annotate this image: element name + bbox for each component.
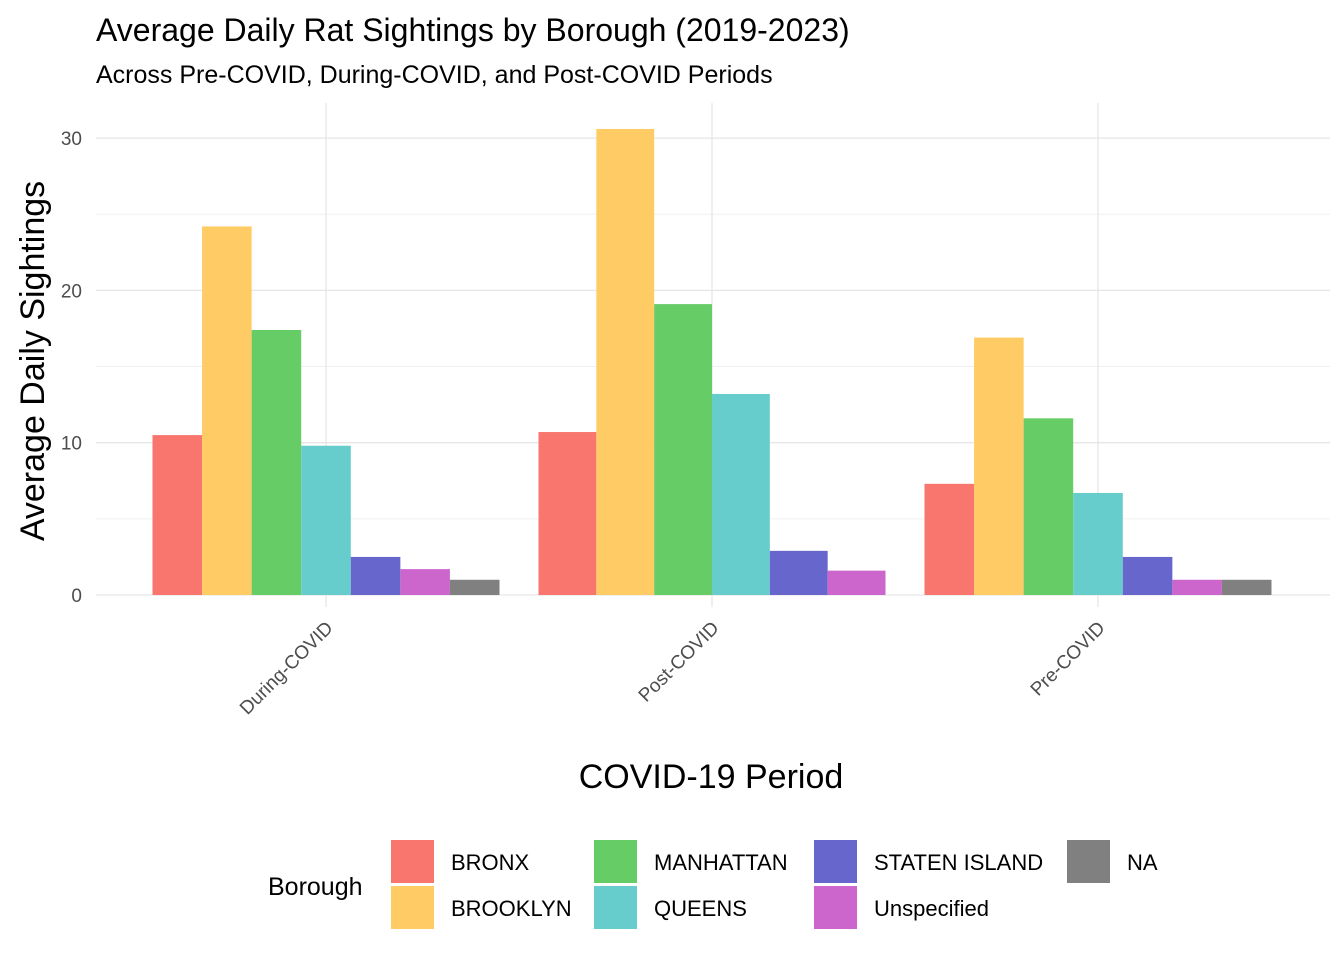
chart-subtitle: Across Pre-COVID, During-COVID, and Post…	[96, 61, 773, 89]
y-tick-label: 20	[61, 281, 82, 302]
legend-label-queens: QUEENS	[654, 896, 747, 921]
bar-post-covid-queens	[712, 393, 770, 595]
bar-during-covid-queens	[301, 445, 351, 595]
legend-label-manhattan: MANHATTAN	[654, 850, 788, 875]
bar-pre-covid-na	[1221, 579, 1272, 595]
bar-post-covid-bronx	[538, 432, 597, 595]
y-axis-ticks: 0 10 20 30	[61, 129, 82, 607]
bar-post-covid-manhattan	[654, 304, 712, 595]
legend-label-staten-island: STATEN ISLAND	[874, 850, 1043, 875]
legend-key-queens	[594, 886, 637, 929]
x-axis-title: COVID-19 Period	[579, 758, 844, 796]
bar-during-covid-bronx	[152, 435, 203, 595]
legend-key-bronx	[391, 840, 434, 883]
legend-title: Borough	[268, 873, 363, 901]
bars	[152, 128, 1272, 595]
bar-post-covid-staten-island	[769, 550, 828, 595]
bar-pre-covid-manhattan	[1023, 418, 1074, 595]
bar-during-covid-staten-island	[350, 556, 401, 595]
legend-label-unspecified: Unspecified	[874, 896, 989, 921]
legend-key-staten-island	[814, 840, 857, 883]
bar-during-covid-manhattan	[251, 329, 302, 595]
bar-during-covid-unspecified	[400, 569, 450, 595]
x-tick-label: Post-COVID	[635, 618, 724, 707]
legend-key-brooklyn	[391, 886, 434, 929]
bar-pre-covid-brooklyn	[974, 337, 1024, 595]
chart-title: Average Daily Rat Sightings by Borough (…	[96, 12, 850, 48]
bar-post-covid-unspecified	[827, 570, 886, 595]
x-axis-ticks: During-COVID Post-COVID Pre-COVID	[236, 618, 1109, 719]
bar-pre-covid-unspecified	[1172, 579, 1222, 595]
x-tick-label: Pre-COVID	[1027, 618, 1110, 701]
y-tick-label: 30	[61, 129, 82, 150]
bar-during-covid-brooklyn	[202, 226, 252, 595]
y-tick-label: 10	[61, 434, 82, 455]
bar-pre-covid-queens	[1073, 492, 1123, 595]
x-tick-label: During-COVID	[236, 618, 337, 719]
legend-label-bronx: BRONX	[451, 850, 530, 875]
legend: Borough BRONX BROOKLYN MANHATTAN QUEENS STAT…	[268, 840, 1158, 929]
bar-post-covid-brooklyn	[596, 128, 655, 595]
y-axis-title: Average Daily Sightings	[14, 181, 52, 541]
y-tick-label: 0	[71, 586, 82, 607]
bar-pre-covid-staten-island	[1122, 556, 1173, 595]
legend-key-manhattan	[594, 840, 637, 883]
legend-key-na	[1067, 840, 1110, 883]
legend-key-unspecified	[814, 886, 857, 929]
legend-label-brooklyn: BROOKLYN	[451, 896, 572, 921]
bar-pre-covid-bronx	[924, 483, 975, 595]
legend-label-na: NA	[1127, 850, 1158, 875]
bar-during-covid-na	[449, 579, 500, 595]
